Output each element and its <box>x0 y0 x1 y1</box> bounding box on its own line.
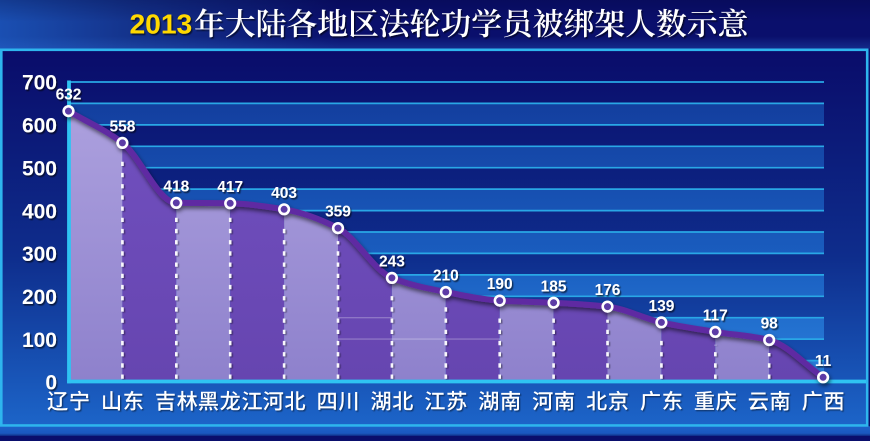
svg-text:2013: 2013 <box>130 8 193 40</box>
svg-text:243: 243 <box>379 254 405 271</box>
svg-text:300: 300 <box>22 243 57 266</box>
svg-text:98: 98 <box>761 316 779 333</box>
svg-text:417: 417 <box>217 179 243 196</box>
svg-text:558: 558 <box>109 119 135 136</box>
svg-text:400: 400 <box>22 200 57 223</box>
svg-text:185: 185 <box>541 278 567 295</box>
svg-text:139: 139 <box>648 298 674 315</box>
svg-text:632: 632 <box>56 87 82 104</box>
svg-text:100: 100 <box>22 329 57 352</box>
svg-text:403: 403 <box>271 185 297 202</box>
svg-text:176: 176 <box>595 282 621 299</box>
svg-text:500: 500 <box>22 157 57 180</box>
svg-text:210: 210 <box>433 268 459 285</box>
svg-text:359: 359 <box>325 204 351 221</box>
svg-text:700: 700 <box>22 72 57 95</box>
svg-text:418: 418 <box>163 179 189 196</box>
svg-text:11: 11 <box>815 353 832 370</box>
svg-text:200: 200 <box>22 286 57 309</box>
svg-text:0: 0 <box>45 372 57 395</box>
svg-text:600: 600 <box>22 115 57 138</box>
svg-text:190: 190 <box>487 276 513 293</box>
svg-text:117: 117 <box>703 308 728 325</box>
